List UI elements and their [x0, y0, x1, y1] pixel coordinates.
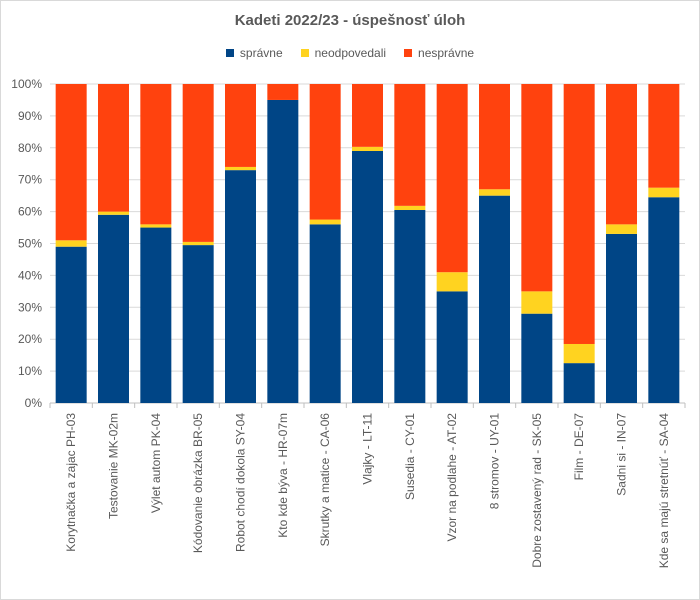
bar-segment-nespravne	[309, 84, 341, 220]
x-tick-label: Korytnačka a zajac PH-03	[64, 413, 78, 552]
bar-segment-spravne	[352, 150, 383, 403]
x-tick-label: Dobre zostavený rad - SK-05	[530, 413, 544, 568]
bar-segment-spravne	[648, 197, 680, 403]
chart-title: Kadeti 2022/23 - úspešnosť úloh	[234, 12, 466, 29]
bar-segment-nespravne	[606, 84, 637, 225]
bar-segment-spravne	[394, 210, 426, 403]
bar-segment-nespravne	[521, 84, 553, 292]
x-tick-label: Kódovanie obrázka BR-05	[191, 413, 205, 553]
bar-segment-nespravne	[140, 84, 172, 225]
bar-segment-neodpovedali	[55, 240, 87, 247]
bar-segment-spravne	[55, 246, 87, 403]
legend-swatch-neodpovedali	[300, 49, 309, 57]
bar-segment-neodpovedali	[521, 291, 553, 314]
bar-segment-neodpovedali	[479, 189, 510, 196]
legend-swatch-spravne	[225, 49, 234, 57]
bar-segment-nespravne	[563, 84, 595, 344]
bar-segment-nespravne	[352, 84, 383, 147]
x-tick-label: Susedia - CY-01	[403, 413, 417, 500]
bar-segment-spravne	[479, 195, 510, 403]
bar-segment-spravne	[140, 227, 172, 403]
bar-segment-spravne	[606, 233, 637, 403]
bar-segment-spravne	[563, 363, 595, 403]
x-tick-label: Vlajky - LT-11	[361, 413, 375, 485]
legend-label-neodpovedali: neodpovedali	[314, 46, 387, 60]
bar-segment-neodpovedali	[394, 205, 426, 211]
bar-segment-spravne	[225, 170, 256, 403]
y-tick-label: 40%	[18, 268, 42, 282]
bar-segment-neodpovedali	[225, 166, 256, 171]
x-tick-label: Skrutky a matice - CA-06	[318, 413, 332, 547]
y-tick-label: 30%	[18, 300, 42, 314]
bar-segment-nespravne	[436, 84, 468, 273]
bar-segment-neodpovedali	[140, 224, 172, 228]
y-tick-label: 10%	[18, 364, 42, 378]
bar-segment-nespravne	[225, 84, 256, 167]
bar-segment-nespravne	[98, 84, 129, 212]
x-tick-label: Kto kde býva - HR-07m	[276, 413, 290, 538]
bar-segment-spravne	[436, 291, 468, 403]
bar-segment-nespravne	[394, 84, 426, 206]
y-tick-label: 70%	[18, 173, 42, 187]
y-tick-label: 50%	[18, 237, 42, 251]
legend-item-nespravne: nesprávne	[404, 46, 474, 60]
y-tick-label: 100%	[11, 77, 42, 91]
bar-segment-nespravne	[267, 84, 299, 100]
bar-segment-neodpovedali	[563, 343, 595, 364]
y-tick-label: 20%	[18, 332, 42, 346]
legend-swatch-nespravne	[404, 49, 413, 57]
y-tick-label: 80%	[18, 141, 42, 155]
bar-segment-neodpovedali	[648, 187, 680, 198]
y-tick-label: 90%	[18, 109, 42, 123]
x-tick-label: Vzor na podlahe - AT-02	[445, 413, 459, 542]
bar-segment-neodpovedali	[309, 219, 341, 225]
bar-segment-neodpovedali	[606, 224, 637, 234]
legend-label-nespravne: nesprávne	[418, 46, 475, 60]
bar-segment-nespravne	[479, 84, 510, 190]
y-tick-label: 60%	[18, 205, 42, 219]
bar-segment-nespravne	[648, 84, 680, 188]
bar-segment-spravne	[267, 99, 299, 403]
bar-segment-spravne	[98, 214, 129, 403]
x-tick-label: Kde sa majú stretnúť - SA-04	[657, 413, 671, 569]
bar-segment-neodpovedali	[352, 146, 383, 151]
x-tick-label: Film - DE-07	[572, 413, 586, 481]
x-tick-label: Testovanie MK-02m	[107, 413, 121, 519]
bar-segment-spravne	[309, 224, 341, 403]
legend-item-neodpovedali: neodpovedali	[300, 46, 387, 60]
x-tick-label: Sadni si - IN-07	[615, 413, 629, 496]
bar-segment-neodpovedali	[182, 241, 214, 246]
legend: správne neodpovedali nesprávne	[0, 46, 700, 60]
bar-segment-neodpovedali	[98, 211, 129, 215]
x-tick-label: Robot chodí dokola SY-04	[234, 413, 248, 552]
bar-segment-spravne	[182, 245, 214, 403]
y-tick-label: 0%	[25, 396, 43, 410]
legend-label-spravne: správne	[239, 46, 283, 60]
x-tick-label: Výlet autom PK-04	[149, 413, 163, 513]
bar-segment-spravne	[521, 313, 553, 403]
bar-segment-nespravne	[55, 84, 87, 241]
bar-segment-nespravne	[182, 84, 214, 242]
bar-segment-neodpovedali	[436, 272, 468, 292]
x-tick-label: 8 stromov - UY-01	[488, 413, 502, 510]
legend-item-spravne: správne	[225, 46, 283, 60]
